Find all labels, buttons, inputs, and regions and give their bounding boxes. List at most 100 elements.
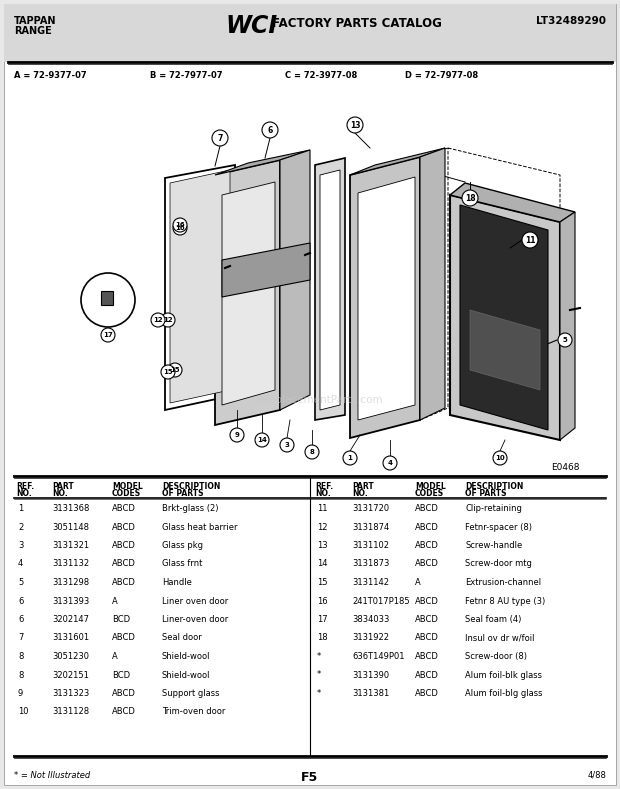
Text: NO.: NO. (315, 489, 330, 498)
Text: ABCD: ABCD (415, 541, 439, 550)
Polygon shape (450, 183, 575, 222)
Text: ABCD: ABCD (415, 596, 439, 605)
Text: PART: PART (352, 482, 374, 491)
Text: NO.: NO. (52, 489, 68, 498)
Text: E0468: E0468 (552, 463, 580, 472)
Text: 16: 16 (175, 225, 185, 231)
Polygon shape (350, 148, 445, 175)
Text: CODES: CODES (415, 489, 444, 498)
Text: 3: 3 (285, 442, 290, 448)
Circle shape (383, 456, 397, 470)
Text: REF.: REF. (16, 482, 34, 491)
Text: ABCD: ABCD (112, 522, 136, 532)
Text: Alum foil-blk glass: Alum foil-blk glass (465, 671, 542, 679)
Polygon shape (358, 177, 415, 420)
Text: 15: 15 (317, 578, 327, 587)
Polygon shape (222, 243, 310, 297)
Text: 4: 4 (18, 559, 24, 569)
Circle shape (558, 333, 572, 347)
Text: ABCD: ABCD (112, 689, 136, 698)
Circle shape (161, 365, 175, 379)
Text: ABCD: ABCD (112, 504, 136, 513)
Text: Support glass: Support glass (162, 689, 219, 698)
Text: 16: 16 (175, 222, 185, 228)
Text: Handle: Handle (162, 578, 192, 587)
Text: BCD: BCD (112, 615, 130, 624)
Text: 3131874: 3131874 (352, 522, 389, 532)
Text: eReplacementParts.com: eReplacementParts.com (257, 395, 383, 405)
Text: F5: F5 (301, 771, 319, 784)
Text: 3: 3 (18, 541, 24, 550)
Circle shape (280, 438, 294, 452)
Text: 3131323: 3131323 (52, 689, 89, 698)
Polygon shape (315, 158, 345, 420)
Text: 12: 12 (317, 522, 327, 532)
Text: 1: 1 (18, 504, 24, 513)
Text: ABCD: ABCD (112, 578, 136, 587)
Text: 14: 14 (257, 437, 267, 443)
Text: 13: 13 (350, 121, 360, 129)
Text: 3131102: 3131102 (352, 541, 389, 550)
Text: DESCRIPTION: DESCRIPTION (465, 482, 523, 491)
Circle shape (347, 117, 363, 133)
Text: *: * (317, 652, 321, 661)
Text: C = 72-3977-08: C = 72-3977-08 (285, 71, 357, 80)
Text: 8: 8 (309, 449, 314, 455)
Text: PART: PART (52, 482, 74, 491)
Text: 3131720: 3131720 (352, 504, 389, 513)
Text: 4: 4 (388, 460, 392, 466)
Text: ABCD: ABCD (415, 615, 439, 624)
FancyBboxPatch shape (8, 85, 612, 470)
Text: Screw-door (8): Screw-door (8) (465, 652, 527, 661)
Text: OF PARTS: OF PARTS (162, 489, 203, 498)
Circle shape (173, 218, 187, 232)
Text: Glass pkg: Glass pkg (162, 541, 203, 550)
Text: MODEL: MODEL (112, 482, 143, 491)
Text: 3131381: 3131381 (352, 689, 389, 698)
Circle shape (168, 363, 182, 377)
Text: 14: 14 (317, 559, 327, 569)
Circle shape (161, 313, 175, 327)
Circle shape (212, 130, 228, 146)
Text: ABCD: ABCD (112, 541, 136, 550)
Text: Trim-oven door: Trim-oven door (162, 708, 226, 716)
Text: 3202151: 3202151 (52, 671, 89, 679)
Circle shape (262, 122, 278, 138)
Text: 636T149P01: 636T149P01 (352, 652, 404, 661)
Text: Glass heat barrier: Glass heat barrier (162, 522, 237, 532)
Text: *: * (317, 671, 321, 679)
Text: 3131601: 3131601 (52, 634, 89, 642)
Text: Extrusion-channel: Extrusion-channel (465, 578, 541, 587)
Polygon shape (222, 182, 275, 405)
Circle shape (255, 433, 269, 447)
Text: ABCD: ABCD (112, 634, 136, 642)
Text: A: A (112, 596, 118, 605)
Text: 17: 17 (317, 615, 327, 624)
Polygon shape (420, 148, 445, 420)
Text: 12: 12 (153, 317, 163, 323)
Polygon shape (450, 195, 560, 440)
Polygon shape (350, 157, 420, 438)
FancyBboxPatch shape (4, 4, 616, 785)
Text: 3131393: 3131393 (52, 596, 89, 605)
Text: RANGE: RANGE (14, 26, 51, 36)
Text: D = 72-7977-08: D = 72-7977-08 (405, 71, 478, 80)
Text: 12: 12 (163, 317, 173, 323)
Circle shape (81, 273, 135, 327)
Text: Clip-retaining: Clip-retaining (465, 504, 522, 513)
Text: 18: 18 (464, 193, 476, 203)
Text: A = 72-9377-07: A = 72-9377-07 (14, 71, 87, 80)
Text: Screw-handle: Screw-handle (465, 541, 522, 550)
Text: 15: 15 (170, 367, 180, 373)
Text: 4/88: 4/88 (587, 771, 606, 780)
Text: 10: 10 (495, 455, 505, 461)
Text: 13: 13 (317, 541, 327, 550)
Text: WCI: WCI (225, 14, 277, 38)
Text: ABCD: ABCD (415, 634, 439, 642)
Text: 7: 7 (218, 133, 223, 143)
Text: 3834033: 3834033 (352, 615, 389, 624)
Circle shape (151, 313, 165, 327)
Text: BCD: BCD (112, 671, 130, 679)
Text: ABCD: ABCD (415, 504, 439, 513)
Text: Liner-oven door: Liner-oven door (162, 615, 228, 624)
